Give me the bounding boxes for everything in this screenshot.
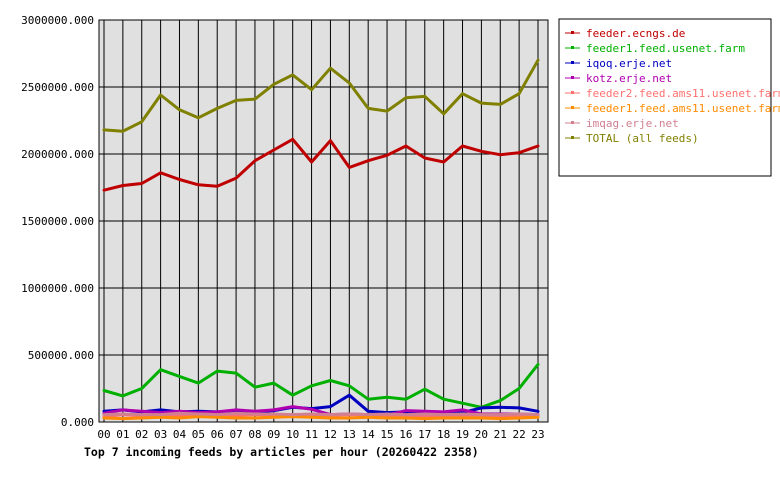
x-tick-label: 04 (173, 428, 187, 441)
series-line (102, 415, 540, 421)
x-tick-label: 01 (116, 428, 129, 441)
x-tick-label: 15 (380, 428, 393, 441)
x-tick-label: 05 (192, 428, 205, 441)
legend-label: feeder2.feed.ams11.usenet.farm (586, 87, 780, 100)
legend-marker (571, 46, 574, 49)
legend-marker (571, 31, 574, 34)
x-tick-label: 21 (494, 428, 507, 441)
legend-marker (571, 136, 574, 139)
legend-label: feeder1.feed.ams11.usenet.farm (586, 102, 780, 115)
series-line (102, 405, 540, 417)
x-tick-label: 18 (437, 428, 450, 441)
x-tick-label: 07 (229, 428, 242, 441)
x-tick-label: 22 (513, 428, 526, 441)
y-tick-label: 0.000 (61, 416, 94, 429)
y-tick-label: 2000000.000 (21, 148, 94, 161)
legend-marker (571, 61, 574, 64)
y-tick-label: 500000.000 (28, 349, 94, 362)
x-tick-label: 11 (305, 428, 318, 441)
legend-label: imqag.erje.net (586, 117, 679, 130)
x-tick-label: 17 (418, 428, 431, 441)
legend-items: feeder.ecngs.de feeder1.feed.usenet.farm i… (565, 27, 780, 145)
x-tick-label: 03 (154, 428, 167, 441)
x-tick-label: 06 (211, 428, 224, 441)
x-tick-label: 13 (343, 428, 356, 441)
legend-label: TOTAL (all feeds) (586, 132, 699, 145)
series-line (102, 58, 540, 133)
x-tick-label: 00 (97, 428, 110, 441)
legend-label: iqoq.erje.net (586, 57, 672, 70)
legend-box (558, 18, 772, 177)
x-tick-label: 08 (248, 428, 261, 441)
chart-title: Top 7 incoming feeds by articles per hou… (84, 445, 479, 459)
x-tick-label: 19 (456, 428, 469, 441)
series-line (102, 137, 540, 192)
series-line (102, 362, 540, 409)
x-tick-label: 20 (475, 428, 488, 441)
y-axis-labels: 0.000 500000.000 1000000.000 1500000.000 200… (21, 14, 94, 429)
x-axis-labels: 00 01 02 03 04 05 06 07 08 09 10 11 12 13 14 15 16 17 18 19… (97, 428, 544, 441)
legend-label: feeder1.feed.usenet.farm (586, 42, 745, 55)
legend-label: feeder.ecngs.de (586, 27, 685, 40)
legend-marker (571, 76, 574, 79)
x-tick-label: 14 (362, 428, 376, 441)
legend-marker (571, 121, 574, 124)
x-tick-label: 10 (286, 428, 299, 441)
legend-marker (571, 91, 574, 94)
legend-label: kotz.erje.net (586, 72, 672, 85)
x-tick-label: 12 (324, 428, 337, 441)
legend-marker (571, 106, 574, 109)
x-tick-label: 16 (399, 428, 412, 441)
y-tick-label: 1000000.000 (21, 282, 94, 295)
series-line (102, 411, 540, 417)
y-gridlines (99, 19, 548, 423)
y-tick-label: 1500000.000 (21, 215, 94, 228)
legend: feeder.ecngs.de feeder1.feed.usenet.farm i… (558, 18, 780, 177)
series-lines (102, 58, 540, 421)
x-tick-label: 09 (267, 428, 280, 441)
y-tick-label: 2500000.000 (21, 81, 94, 94)
y-tick-label: 3000000.000 (21, 14, 94, 27)
x-tick-label: 23 (531, 428, 544, 441)
x-tick-label: 02 (135, 428, 148, 441)
